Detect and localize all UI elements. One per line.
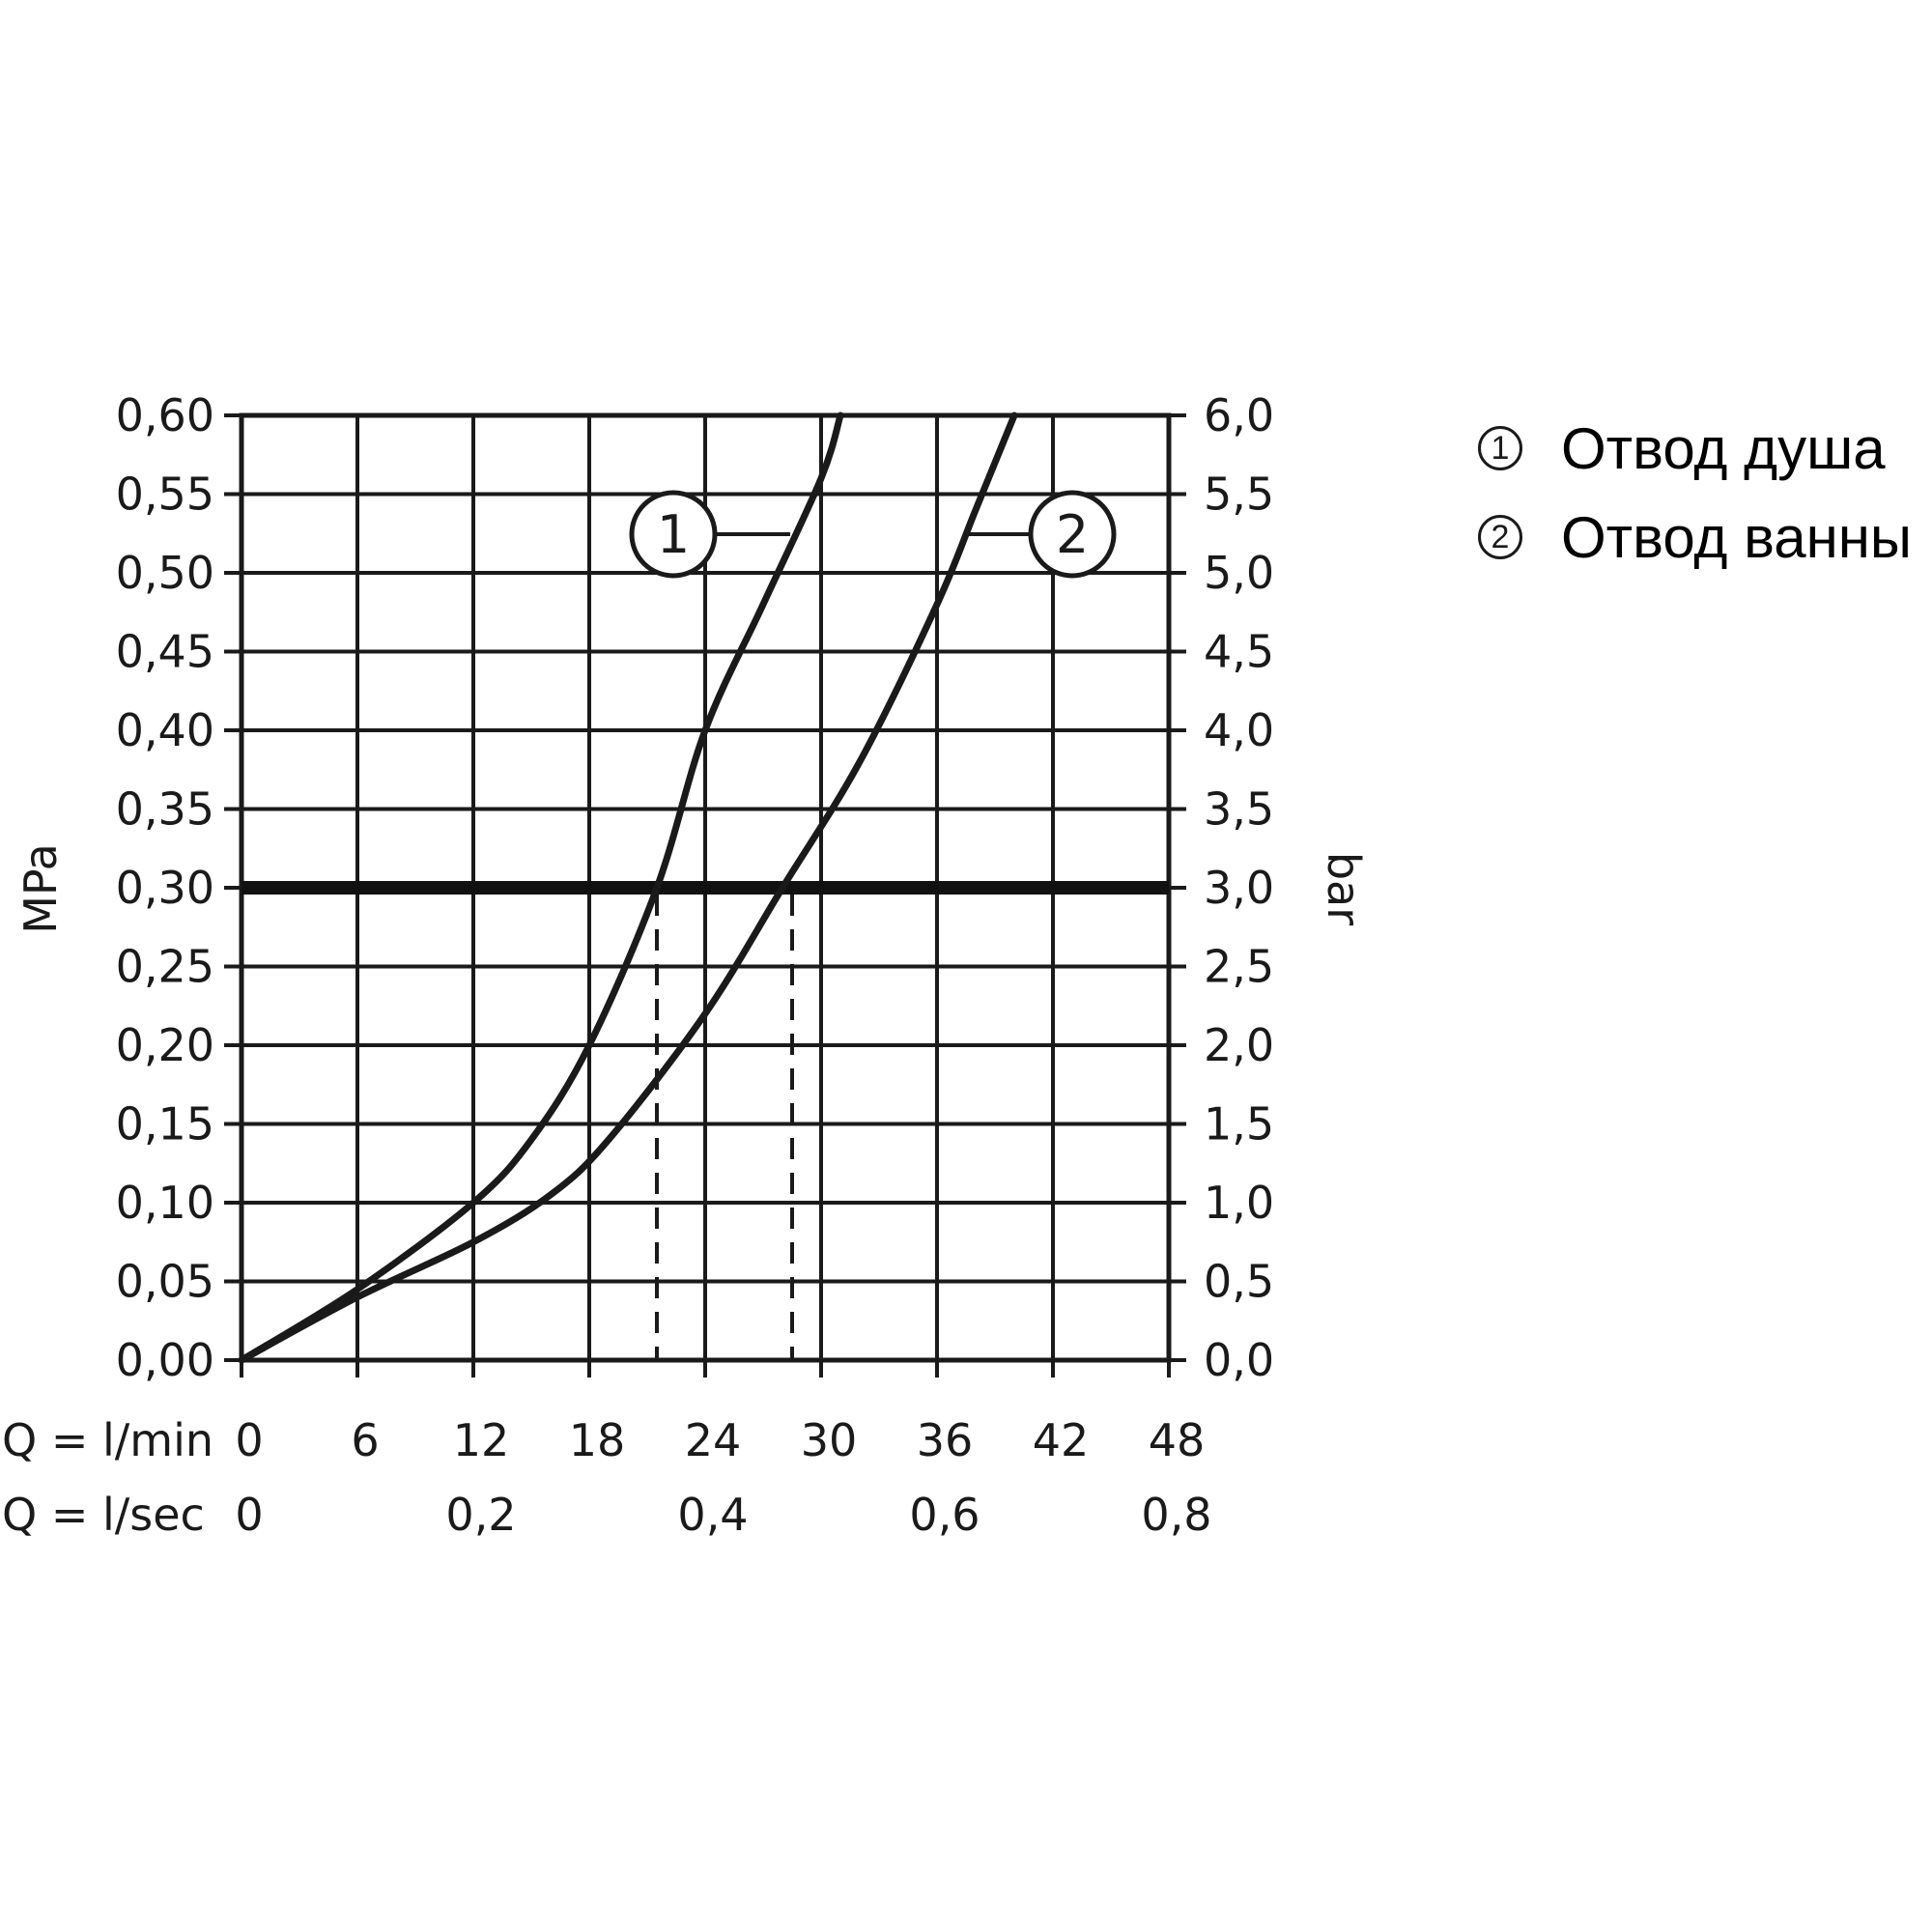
y-left-tick-label: 0,15 <box>116 1098 214 1151</box>
y-left-tick-label: 0,40 <box>116 704 214 756</box>
y-left-axis-label: MPa <box>14 843 67 934</box>
y-right-tick-label: 1,0 <box>1204 1177 1274 1229</box>
y-right-tick-label: 3,5 <box>1204 783 1274 836</box>
y-left-tick-label: 0,00 <box>116 1334 214 1386</box>
y-right-tick-label: 0,0 <box>1204 1334 1274 1386</box>
legend-label: Отвод ванны <box>1561 504 1913 570</box>
series-curve-1 <box>238 412 844 1364</box>
y-right-tick-label: 3,0 <box>1204 862 1274 914</box>
series-marker-label: 2 <box>1056 504 1089 565</box>
x-lsec-tick-label: 0,6 <box>909 1489 980 1541</box>
y-left-tick-label: 0,45 <box>116 626 214 678</box>
legend-item: 2 Отвод ванны <box>1478 493 1912 582</box>
y-right-tick-label: 1,5 <box>1204 1098 1274 1151</box>
y-right-tick-label: 5,0 <box>1204 547 1274 599</box>
x-lmin-tick-label: 18 <box>569 1414 626 1466</box>
y-left-tick-label: 0,60 <box>116 389 214 441</box>
y-right-tick-label: 4,5 <box>1204 626 1274 678</box>
x-lmin-tick-label: 12 <box>453 1414 510 1466</box>
y-right-axis-label: bar <box>1318 852 1370 925</box>
y-left-tick-label: 0,30 <box>116 862 214 914</box>
y-left-tick-label: 0,50 <box>116 547 214 599</box>
y-left-tick-label: 0,35 <box>116 783 214 836</box>
axes <box>239 412 1172 1363</box>
legend: 1 Отвод душа 2 Отвод ванны <box>1478 404 1912 582</box>
legend-marker: 2 <box>1478 515 1522 559</box>
y-right-tick-label: 4,0 <box>1204 704 1274 756</box>
x-lsec-tick-label: 0,4 <box>677 1489 748 1541</box>
x-lmin-tick-label: 30 <box>801 1414 858 1466</box>
x-lmin-tick-label: 0 <box>235 1414 263 1466</box>
y-right-tick-label: 2,0 <box>1204 1019 1274 1071</box>
y-right-tick-label: 6,0 <box>1204 389 1274 441</box>
y-right-tick-label: 5,5 <box>1204 469 1274 521</box>
series-marker-circle <box>629 490 718 579</box>
x-lmin-tick-label: 36 <box>917 1414 974 1466</box>
y-left-tick-label: 0,25 <box>116 941 214 993</box>
series-curve-2 <box>238 412 1018 1364</box>
x-lmin-tick-label: 42 <box>1033 1414 1090 1466</box>
series-marker-circle <box>1028 490 1117 579</box>
x-lmin-tick-label: 24 <box>685 1414 742 1466</box>
y-right-tick-label: 0,5 <box>1204 1256 1274 1308</box>
x-lsec-tick-label: 0,2 <box>445 1489 516 1541</box>
legend-marker: 1 <box>1478 426 1522 470</box>
tick-labels: 0,00 0,00,05 0,50,10 1,00,15 1,50,20 2,00,25 2… <box>116 389 1275 1541</box>
x-lsec-tick-label: 0 <box>235 1489 263 1541</box>
x-lsec-tick-label: 0,8 <box>1141 1489 1211 1541</box>
series-marker-label: 1 <box>657 504 690 565</box>
y-left-tick-label: 0,05 <box>116 1256 214 1308</box>
x-lmin-axis-label: Q = l/min <box>2 1414 213 1466</box>
y-left-tick-label: 0,10 <box>116 1177 214 1229</box>
x-lmin-tick-label: 48 <box>1149 1414 1206 1466</box>
y-right-tick-label: 2,5 <box>1204 941 1274 993</box>
legend-item: 1 Отвод душа <box>1478 404 1912 493</box>
y-left-tick-label: 0,20 <box>116 1019 214 1071</box>
x-lsec-axis-label: Q = l/sec <box>2 1489 205 1541</box>
y-left-tick-label: 0,55 <box>116 469 214 521</box>
legend-label: Отвод душа <box>1561 415 1886 481</box>
x-lmin-tick-label: 6 <box>351 1414 379 1466</box>
